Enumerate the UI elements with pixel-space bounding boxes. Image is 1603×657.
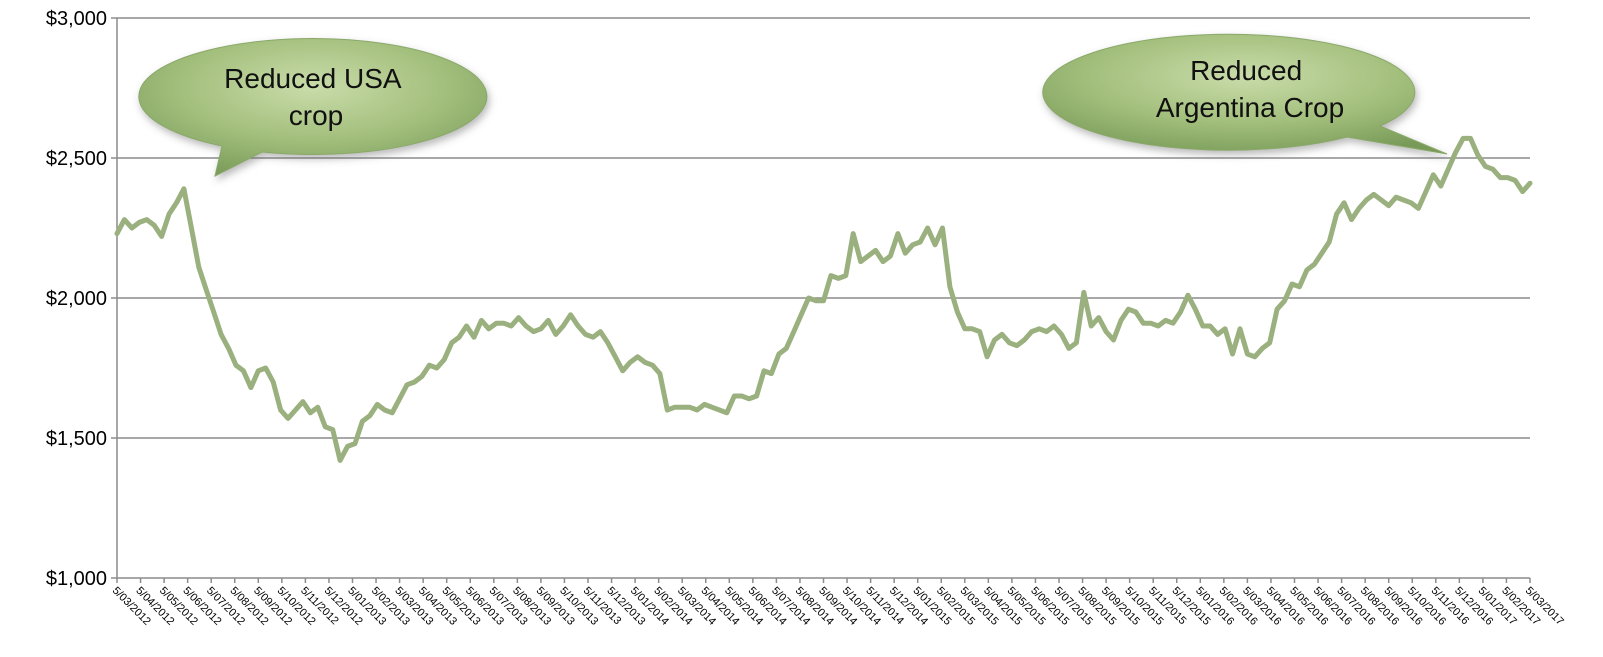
callout-argentina-text: Reduced Argentina Crop — [1156, 55, 1344, 123]
y-tick-label: $2,500 — [46, 148, 107, 170]
callout-argentina-line-1: Reduced — [1190, 55, 1302, 86]
y-tick-label: $1,000 — [46, 568, 107, 590]
series-layer — [114, 135, 1533, 463]
y-tick-label: $2,000 — [46, 288, 107, 310]
series-line — [114, 135, 1533, 463]
callout-reduced-argentina-crop — [1042, 33, 1448, 155]
gridlines — [117, 17, 1530, 439]
callout-argentina-line-2: Argentina Crop — [1156, 92, 1344, 123]
y-tick-label: $1,500 — [46, 428, 107, 450]
y-axis-tick-labels: $1,000 $1,500 $2,000 $2,500 $3,000 — [46, 8, 107, 590]
y-tick-label: $3,000 — [46, 8, 107, 30]
callout-reduced-usa-crop — [138, 38, 488, 177]
callout-bubble-argentina-shape — [1042, 33, 1448, 155]
callout-usa-text: Reduced USA crop — [224, 63, 408, 131]
x-axis-tick-labels: 5/03/20125/04/20125/05/20125/06/20125/07… — [110, 585, 1566, 628]
callout-usa-line-2: crop — [289, 100, 343, 131]
callout-bubble-usa-shape — [138, 38, 488, 177]
callout-usa-line-1: Reduced USA — [224, 63, 402, 94]
axes — [111, 17, 1531, 583]
